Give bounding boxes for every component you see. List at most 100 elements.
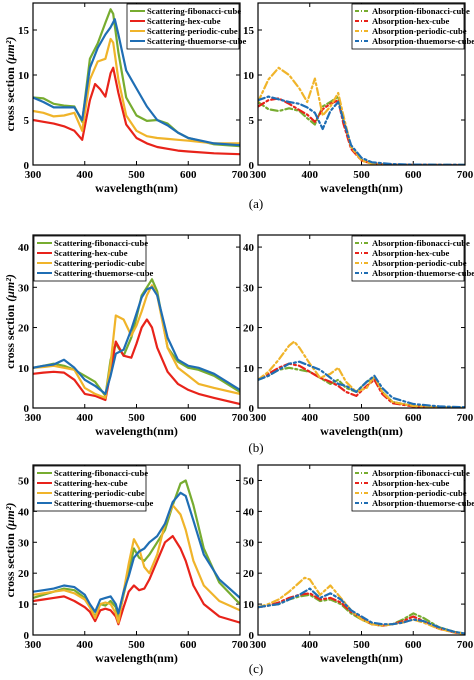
plot-frame	[257, 2, 466, 166]
x-tick-label: 400	[77, 412, 94, 424]
y-tick-label: 30	[18, 282, 30, 294]
y-axis-label-text: cross section	[3, 302, 17, 369]
x-tick-label: 300	[25, 639, 42, 651]
x-tick-label: 300	[250, 412, 267, 424]
x-tick-label: 500	[353, 639, 370, 651]
legend-label: Absorption-thuemorse-cube	[372, 268, 474, 278]
series-group	[258, 576, 465, 635]
series-line-thuemorse	[33, 491, 240, 615]
x-axis-label: wavelength(nm)	[320, 651, 403, 665]
y-tick-label: 15	[243, 25, 255, 37]
y-axis-label: cross section (μm²)	[3, 37, 17, 132]
legend-label: Absorption-thuemorse-cube	[372, 498, 474, 508]
legend-label: Scattering-thuemorse-cube	[54, 268, 153, 278]
y-axis-label: cross section (μm²)	[3, 274, 17, 369]
series-line-periodic	[33, 284, 240, 399]
y-axis-label-unit: (μm²)	[3, 274, 17, 302]
y-tick-label: 0	[249, 403, 255, 415]
x-tick-label: 600	[405, 169, 422, 181]
row-label-c: (c)	[249, 661, 263, 676]
legend-label: Scattering-fibonacci-cube	[54, 468, 148, 478]
x-axis-label: wavelength(nm)	[95, 651, 178, 665]
legend-label: Absorption-periodic-cube	[372, 258, 467, 268]
series-line-thuemorse	[33, 286, 240, 395]
legend-label: Absorption-hex-cube	[372, 478, 450, 488]
y-tick-label: 20	[243, 323, 255, 335]
series-group	[33, 278, 240, 406]
legend-label: Absorption-hex-cube	[372, 16, 450, 26]
x-tick-label: 600	[180, 412, 197, 424]
series-group	[33, 479, 240, 626]
x-tick-label: 300	[25, 169, 42, 181]
series-line-thuemorse	[258, 95, 465, 165]
legend-label: Absorption-periodic-cube	[372, 26, 467, 36]
y-tick-label: 30	[243, 537, 255, 549]
y-tick-label: 10	[243, 363, 255, 375]
series-group	[258, 66, 465, 165]
y-tick-label: 10	[243, 70, 255, 82]
row-label-b: (b)	[248, 440, 263, 455]
series-group	[258, 340, 465, 408]
legend-label: Scattering-periodic-cube	[54, 258, 145, 268]
x-axis-label: wavelength(nm)	[95, 424, 178, 438]
x-tick-label: 400	[302, 639, 319, 651]
y-tick-label: 20	[243, 568, 255, 580]
legend-box	[351, 3, 465, 50]
y-tick-label: 10	[18, 599, 30, 611]
y-tick-label: 50	[243, 475, 255, 487]
y-tick-label: 30	[18, 537, 30, 549]
x-tick-label: 400	[77, 169, 94, 181]
y-tick-label: 40	[243, 506, 255, 518]
y-tick-label: 10	[18, 363, 30, 375]
plot-frame	[32, 2, 241, 166]
x-axis-label: wavelength(nm)	[95, 181, 178, 195]
legend-label: Scattering-periodic-cube	[54, 488, 145, 498]
x-tick-label: 300	[250, 639, 267, 651]
x-tick-label: 500	[128, 639, 145, 651]
x-tick-label: 600	[405, 639, 422, 651]
series-line-hex	[33, 534, 240, 626]
legend-label: Scattering-thuemorse-cube	[147, 36, 246, 46]
x-tick-label: 500	[353, 412, 370, 424]
y-tick-label: 0	[249, 630, 255, 642]
y-tick-label: 40	[18, 242, 30, 254]
y-axis-label-text: cross section	[3, 64, 17, 131]
series-line-thuemorse	[33, 18, 240, 147]
x-tick-label: 700	[457, 412, 474, 424]
series-line-hex	[33, 318, 240, 406]
chart-a-left: 300 400 500 600 700 0 5 10 15 Scattering-fibonacc…	[3, 2, 249, 195]
chart-b-right: 300 400 500 600 700 0 10 20 30 40 Absorption-fibon…	[243, 234, 474, 438]
legend-box	[351, 465, 465, 512]
x-axis-label: wavelength(nm)	[320, 424, 403, 438]
x-tick-label: 500	[353, 169, 370, 181]
y-tick-label: 20	[18, 323, 30, 335]
legend-label: Absorption-thuemorse-cube	[372, 36, 474, 46]
legend-label: Scattering-fibonacci-cube	[54, 238, 148, 248]
chart-b-left: 300 400 500 600 700 0 10 20 30 40 Scattering-fibon…	[3, 234, 249, 438]
y-tick-label: 0	[24, 160, 30, 172]
y-tick-label: 50	[18, 475, 30, 487]
y-axis-label-text: cross section	[3, 530, 17, 597]
series-line-periodic	[33, 37, 240, 145]
y-tick-label: 20	[18, 568, 30, 580]
legend-label: Absorption-periodic-cube	[372, 488, 467, 498]
row-label-a: (a)	[249, 196, 263, 211]
legend-box	[351, 235, 465, 282]
plot-frame	[32, 464, 241, 636]
legend-label: Absorption-fibonacci-cube	[372, 468, 470, 478]
legend-label: Absorption-hex-cube	[372, 248, 450, 258]
plot-frame	[257, 464, 466, 636]
chart-c-left: 300 400 500 600 700 0 10 20 30 40 50 Scattering-fib…	[3, 464, 249, 665]
legend-label: Scattering-hex-cube	[147, 16, 221, 26]
y-tick-label: 40	[243, 242, 255, 254]
legend-label: Scattering-thuemorse-cube	[54, 498, 153, 508]
x-tick-label: 700	[232, 169, 249, 181]
x-tick-label: 600	[180, 639, 197, 651]
y-tick-label: 10	[18, 70, 30, 82]
legend-label: Absorption-fibonacci-cube	[372, 238, 470, 248]
series-line-thuemorse	[258, 360, 465, 408]
legend-label: Scattering-hex-cube	[54, 248, 128, 258]
legend-box	[33, 465, 147, 512]
plot-frame	[257, 234, 466, 409]
